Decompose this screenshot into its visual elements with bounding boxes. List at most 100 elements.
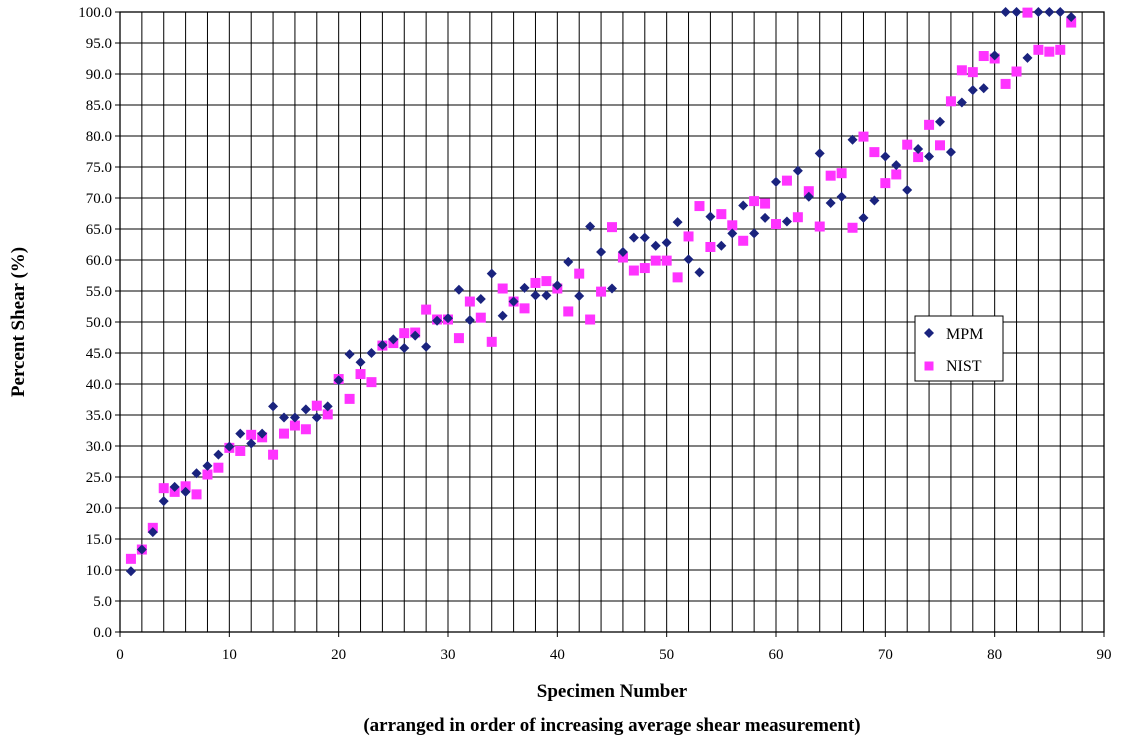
point-mpm: [967, 85, 978, 96]
point-nist: [1033, 44, 1044, 55]
point-mpm: [749, 228, 760, 239]
point-mpm: [836, 191, 847, 202]
point-nist: [825, 170, 836, 181]
point-mpm: [202, 460, 213, 471]
y-tick-label: 70.0: [86, 191, 112, 207]
point-mpm: [607, 283, 617, 294]
legend: MPM NIST: [914, 315, 1004, 382]
point-mpm: [344, 349, 355, 360]
y-tick-label: 20.0: [86, 501, 112, 517]
point-mpm: [596, 246, 607, 257]
point-nist: [639, 263, 650, 274]
y-tick-label: 5.0: [93, 594, 112, 610]
point-mpm: [989, 50, 1000, 61]
point-mpm: [453, 284, 464, 295]
point-mpm: [792, 165, 803, 176]
point-nist: [672, 272, 683, 283]
y-tick-label: 55.0: [86, 284, 112, 300]
point-mpm: [399, 343, 410, 354]
x-tick-label: 80: [987, 647, 1002, 663]
point-mpm: [235, 428, 246, 439]
point-nist: [607, 222, 617, 233]
point-nist: [891, 169, 902, 180]
point-mpm: [1000, 7, 1011, 17]
point-nist: [180, 481, 191, 492]
point-mpm: [672, 217, 683, 228]
point-mpm: [519, 282, 530, 293]
point-mpm: [858, 212, 869, 223]
point-mpm: [475, 294, 486, 305]
point-nist: [738, 235, 749, 246]
point-mpm: [377, 339, 388, 350]
point-nist: [935, 140, 945, 151]
point-nist: [486, 336, 497, 347]
legend-label-nist: NIST: [946, 358, 982, 375]
point-mpm: [956, 97, 967, 108]
point-mpm: [300, 404, 311, 415]
point-mpm: [180, 486, 191, 497]
point-nist: [913, 152, 924, 163]
point-mpm: [771, 176, 781, 187]
y-tick-label: 60.0: [86, 253, 112, 269]
point-mpm: [322, 401, 333, 412]
point-mpm: [1055, 7, 1066, 17]
point-mpm: [1022, 52, 1033, 63]
point-mpm: [158, 496, 169, 507]
point-mpm: [136, 544, 147, 555]
point-nist: [344, 393, 355, 404]
point-nist: [847, 222, 858, 233]
y-tick-label: 40.0: [86, 377, 112, 393]
point-nist: [563, 306, 574, 317]
point-mpm: [246, 438, 257, 449]
x-tick-label: 0: [116, 647, 124, 663]
point-mpm: [1066, 11, 1077, 22]
y-tick-label: 85.0: [86, 98, 112, 114]
x-tick-label: 40: [550, 647, 565, 663]
y-tick-label: 35.0: [86, 408, 112, 424]
x-axis-ticks: 0 10 20 30 40 50 60 70 80 90: [116, 632, 1112, 663]
point-nist: [1000, 78, 1011, 89]
point-mpm: [563, 256, 574, 267]
point-nist: [967, 67, 978, 78]
point-nist: [1066, 17, 1077, 28]
point-nist: [1055, 44, 1066, 55]
point-nist: [694, 201, 705, 212]
point-nist: [1022, 7, 1033, 18]
y-tick-label: 80.0: [86, 129, 112, 145]
point-nist: [945, 96, 956, 107]
point-mpm: [727, 228, 738, 239]
y-tick-label: 15.0: [86, 532, 112, 548]
point-nist: [650, 255, 661, 266]
x-tick-label: 30: [441, 647, 456, 663]
y-tick-label: 10.0: [86, 563, 112, 579]
point-mpm: [924, 151, 935, 162]
point-mpm: [508, 296, 519, 307]
point-mpm: [880, 151, 891, 162]
point-nist: [519, 303, 530, 314]
point-mpm: [716, 240, 727, 251]
point-nist: [596, 286, 607, 297]
point-mpm: [169, 481, 180, 492]
point-nist: [246, 429, 257, 440]
point-mpm: [224, 441, 235, 452]
point-mpm: [432, 315, 443, 326]
point-mpm: [781, 216, 792, 227]
point-nist: [475, 312, 486, 323]
x-tick-label: 90: [1097, 647, 1112, 663]
point-mpm: [191, 468, 202, 479]
point-nist: [213, 462, 224, 473]
point-mpm: [661, 237, 672, 248]
point-nist: [1044, 46, 1055, 57]
point-nist: [399, 328, 410, 339]
legend-marker-nist: [924, 361, 934, 371]
y-tick-label: 65.0: [86, 222, 112, 238]
y-tick-label: 50.0: [86, 315, 112, 331]
point-nist: [464, 296, 475, 307]
point-mpm: [355, 357, 366, 368]
point-mpm: [574, 290, 585, 301]
x-tick-label: 10: [222, 647, 237, 663]
point-mpm: [1044, 7, 1055, 17]
point-nist: [541, 276, 552, 287]
point-nist: [366, 377, 377, 388]
